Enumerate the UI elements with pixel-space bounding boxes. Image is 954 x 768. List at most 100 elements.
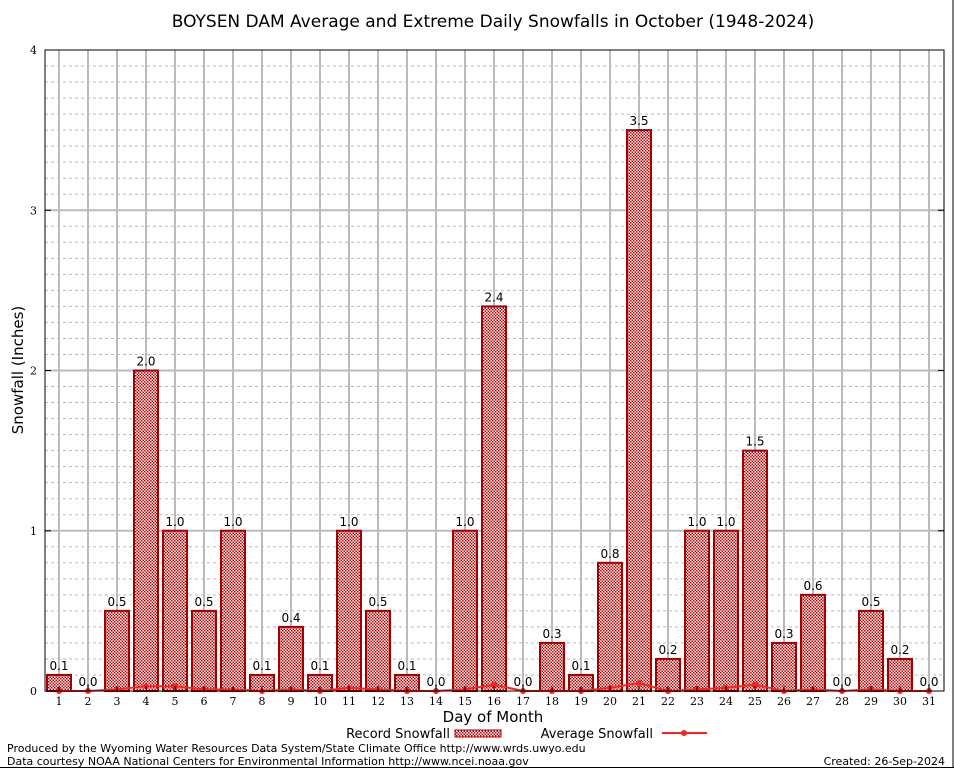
x-tick-label: 26 [777, 695, 791, 708]
y-tick-label: 1 [30, 525, 37, 538]
data-label: 0.6 [803, 579, 822, 593]
x-tick-label: 11 [342, 695, 356, 708]
data-label: 1.0 [687, 515, 706, 529]
bar-record-snowfall [481, 305, 507, 692]
x-tick-label: 25 [748, 695, 762, 708]
legend: Record Snowfall Average Snowfall [346, 727, 707, 742]
data-label: 0.1 [310, 659, 329, 673]
bar-record-snowfall [800, 593, 826, 692]
data-label: 0.8 [600, 547, 619, 561]
data-label: 0.5 [861, 595, 880, 609]
y-axis-label: Snowfall (Inches) [9, 306, 27, 434]
x-tick-label: 17 [516, 695, 530, 708]
average-snowfall-point [491, 681, 497, 688]
x-tick-label: 21 [632, 695, 646, 708]
x-tick-label: 19 [574, 695, 588, 708]
bar-record-snowfall [626, 129, 652, 692]
data-label: 0.3 [774, 627, 793, 641]
bar-record-snowfall [858, 609, 884, 692]
bar-record-snowfall [104, 609, 130, 692]
bar-record-snowfall [684, 529, 710, 692]
x-tick-label: 27 [806, 695, 820, 708]
average-snowfall-point [636, 679, 642, 686]
data-label: 0.0 [513, 675, 532, 689]
x-tick-label: 6 [201, 695, 208, 708]
bar-record-snowfall [336, 529, 362, 692]
data-label: 1.0 [339, 515, 358, 529]
data-label: 0.0 [919, 675, 938, 689]
y-tick-label: 0 [30, 685, 37, 698]
data-label: 1.0 [165, 515, 184, 529]
data-label: 1.0 [716, 515, 735, 529]
x-tick-label: 16 [487, 695, 501, 708]
legend-swatch-record [454, 729, 502, 738]
data-label: 1.5 [745, 435, 764, 449]
y-ticks: 0 1 2 3 4 [30, 44, 944, 698]
chart-title: BOYSEN DAM Average and Extreme Daily Sno… [172, 12, 815, 32]
legend-label-average: Average Snowfall [541, 727, 653, 742]
bar-record-snowfall [162, 529, 188, 692]
data-label: 3.5 [629, 114, 648, 128]
x-tick-label: 28 [835, 695, 849, 708]
data-label: 0.3 [542, 627, 561, 641]
bar-record-snowfall [539, 641, 565, 692]
bar-record-snowfall [191, 609, 217, 692]
legend-label-record: Record Snowfall [346, 727, 450, 742]
x-tick-label: 24 [719, 695, 733, 708]
x-tick-label: 12 [371, 695, 385, 708]
data-label: 0.0 [78, 675, 97, 689]
data-label: 0.1 [49, 659, 68, 673]
x-tick-label: 14 [429, 695, 443, 708]
data-label: 2.4 [484, 290, 503, 304]
bars: 0.1 0.0 0.5 2.0 1.0 0.5 1.0 0.1 0.4 0.1 1.0 0.5 0.1 0… [46, 114, 939, 693]
x-tick-label: 1 [56, 695, 63, 708]
x-tick-label: 29 [864, 695, 878, 708]
x-tick-label: 13 [400, 695, 414, 708]
bar-record-snowfall [597, 561, 623, 692]
footer-data-courtesy: Data courtesy NOAA National Centers for … [7, 755, 529, 768]
bar-record-snowfall [133, 369, 159, 692]
x-tick-label: 22 [661, 695, 675, 708]
data-label: 0.1 [571, 659, 590, 673]
bar-record-snowfall [278, 625, 304, 693]
data-label: 0.0 [832, 675, 851, 689]
x-axis-label: Day of Month [443, 708, 544, 726]
data-label: 0.1 [397, 659, 416, 673]
legend-marker-average [681, 730, 687, 736]
bar-record-snowfall [771, 641, 797, 692]
bar-record-snowfall [220, 529, 246, 692]
data-label: 1.0 [455, 515, 474, 529]
data-label: 0.4 [281, 611, 300, 625]
footer-produced: Produced by the Wyoming Water Resources … [7, 742, 586, 755]
data-label: 0.5 [194, 595, 213, 609]
data-label: 2.0 [136, 355, 155, 369]
x-tick-label: 15 [458, 695, 472, 708]
x-tick-label: 10 [313, 695, 327, 708]
data-label: 0.2 [658, 643, 677, 657]
x-tick-label: 9 [288, 695, 295, 708]
x-ticks: 1 2 3 4 5 6 7 8 9 10 11 12 13 14 15 16 17 18 19 20 21 22 23 24 2… [56, 686, 936, 708]
bar-record-snowfall [365, 609, 391, 692]
x-tick-label: 20 [603, 695, 617, 708]
x-tick-label: 30 [893, 695, 907, 708]
data-label: 0.1 [252, 659, 271, 673]
x-tick-label: 3 [114, 695, 121, 708]
bar-record-snowfall [452, 529, 478, 692]
x-tick-label: 7 [230, 695, 237, 708]
footer-created: Created: 26-Sep-2024 [824, 755, 945, 768]
data-label: 0.5 [107, 595, 126, 609]
data-label: 0.5 [368, 595, 387, 609]
x-tick-label: 18 [545, 695, 559, 708]
x-tick-label: 31 [922, 695, 936, 708]
x-tick-label: 4 [143, 695, 150, 708]
bar-record-snowfall [742, 449, 768, 692]
average-snowfall-point [752, 681, 758, 688]
x-tick-label: 5 [172, 695, 179, 708]
x-tick-label: 8 [259, 695, 266, 708]
y-tick-label: 3 [30, 204, 37, 217]
y-tick-label: 2 [30, 365, 37, 378]
data-label: 1.0 [223, 515, 242, 529]
y-tick-label: 4 [30, 44, 37, 57]
